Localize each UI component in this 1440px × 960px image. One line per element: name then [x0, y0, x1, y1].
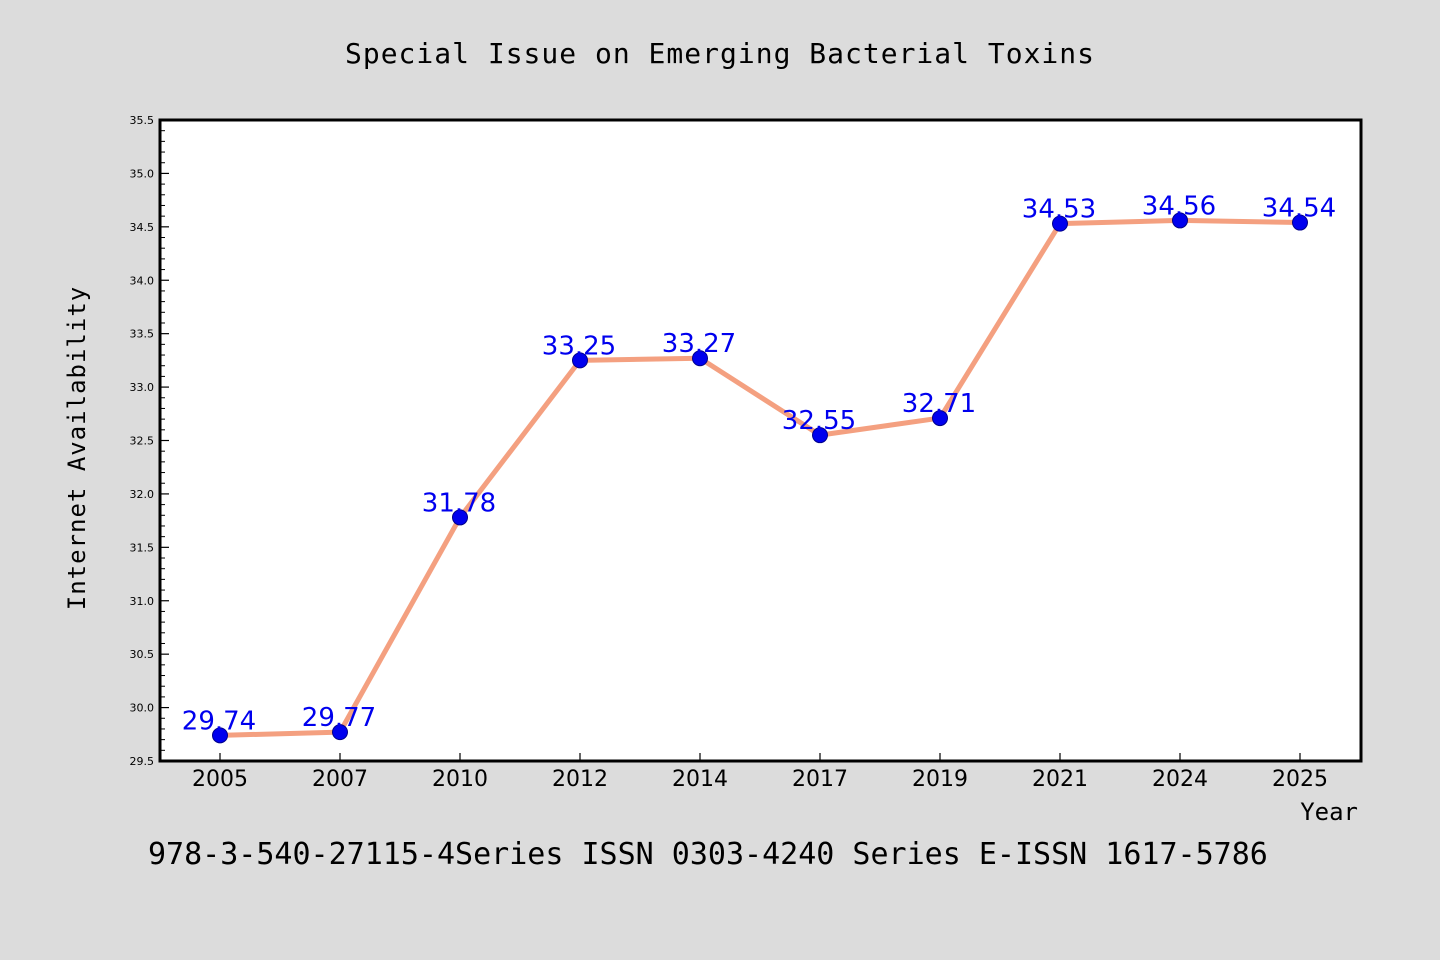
x-tick-label: 2007	[312, 767, 368, 792]
y-tick-label: 34.5	[130, 221, 155, 234]
chart-title: Special Issue on Emerging Bacterial Toxi…	[345, 37, 1095, 70]
x-tick-label: 2010	[432, 767, 488, 792]
series-line	[217, 217, 1303, 738]
y-axis: 29.5 30.0 30.5 31.0 31.5 32.0 32.5 33.0 33.5 34.0…	[130, 114, 169, 768]
x-tick-label: 2019	[912, 767, 968, 792]
y-tick-label: 32.0	[130, 488, 155, 501]
x-tick-label: 2012	[552, 767, 608, 792]
y-tick-label: 35.5	[130, 114, 155, 127]
x-axis-title: Year	[1300, 798, 1358, 826]
y-tick-label: 31.5	[130, 541, 155, 554]
data-label: 32.55	[782, 406, 856, 436]
y-tick-label: 29.5	[130, 755, 155, 768]
data-label: 31.78	[422, 488, 496, 518]
y-tick-label: 35.0	[130, 167, 155, 180]
data-label-layer: 29.74 29.77 31.78 33.25 33.27 32.55 32.71 34.53…	[182, 191, 1336, 736]
data-label: 29.74	[182, 706, 256, 736]
data-point-marker	[932, 410, 948, 427]
x-tick-label: 2021	[1032, 767, 1088, 792]
x-tick-label: 2014	[672, 767, 728, 792]
footer-text: 978-3-540-27115-4Series ISSN 0303-4240 S…	[148, 837, 1268, 872]
x-tick-label: 2025	[1272, 767, 1328, 792]
data-label: 34.53	[1022, 195, 1096, 225]
y-tick-label: 33.5	[130, 328, 155, 341]
data-point-marker	[332, 724, 348, 741]
data-point-marker	[692, 350, 708, 367]
x-tick-label: 2024	[1152, 767, 1208, 792]
y-tick-label: 31.0	[130, 595, 155, 608]
data-label: 33.27	[662, 329, 736, 359]
data-point-marker	[1172, 212, 1188, 229]
data-point-marker	[1052, 215, 1068, 232]
y-axis-title: Internet Availability	[63, 286, 91, 610]
y-tick-label: 33.0	[130, 381, 155, 394]
data-label: 33.25	[542, 331, 616, 361]
plot-area	[158, 118, 1363, 763]
y-tick-label: 30.0	[130, 702, 155, 715]
data-point-marker	[1292, 214, 1308, 231]
x-tick-label: 2017	[792, 767, 848, 792]
y-tick-label: 34.0	[130, 274, 155, 287]
data-point-marker	[212, 727, 228, 744]
data-label: 34.56	[1142, 191, 1216, 221]
data-label: 34.54	[1262, 194, 1336, 224]
data-point-marker	[572, 352, 588, 369]
y-tick-label: 32.5	[130, 435, 155, 448]
data-label: 29.77	[302, 703, 376, 733]
y-tick-label: 30.5	[130, 648, 155, 661]
series-layer	[212, 212, 1308, 744]
data-point-marker	[452, 509, 468, 526]
x-axis: 2005 2007 2010 2012 2014 2017 2019 2021 2024 2025	[192, 753, 1328, 792]
x-tick-label: 2005	[192, 767, 248, 792]
data-point-marker	[812, 427, 828, 444]
data-label: 32.71	[902, 389, 976, 419]
